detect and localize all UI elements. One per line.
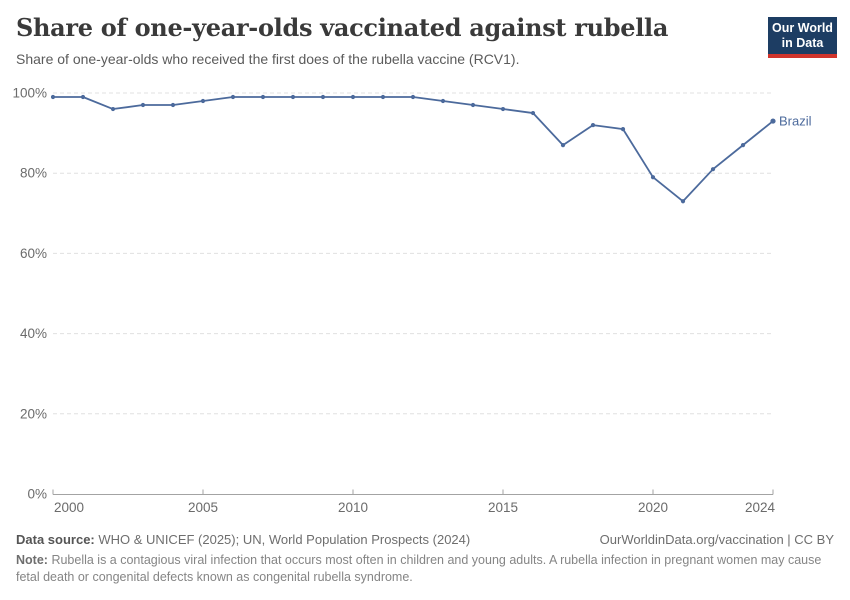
y-axis-tick-label: 0% [27,487,47,502]
data-point [170,102,176,108]
x-axis-tick-label: 2015 [488,500,518,515]
data-point [680,199,686,204]
data-source-text: WHO & UNICEF (2025); UN, World Populatio… [98,532,471,547]
data-source-label: Data source: [16,532,95,547]
data-point [590,122,596,128]
data-point [290,94,296,100]
data-point [50,94,56,100]
citation-link[interactable]: OurWorldinData.org/vaccination | CC BY [599,532,834,547]
x-axis-tick-label: 2024 [745,500,776,515]
note-label: Note: [16,553,48,567]
note-text: Rubella is a contagious viral infection … [16,553,822,584]
x-axis-tick-label: 2005 [188,500,218,515]
data-line [52,96,774,203]
data-point [200,98,206,104]
series-end-label: Brazil [779,114,812,129]
data-point [620,126,626,132]
logo-line2: in Data [781,35,824,50]
data-point [530,110,536,116]
data-point [740,143,746,148]
data-point [770,118,776,124]
data-point [140,102,146,108]
data-point [560,143,566,148]
data-point [110,106,116,112]
data-point [350,94,356,100]
data-source: Data source: WHO & UNICEF (2025); UN, Wo… [16,532,470,547]
x-axis-tick-label: 2000 [54,500,84,515]
data-point [500,106,506,112]
owid-logo[interactable]: Our World in Data [768,17,837,58]
y-axis-tick-label: 20% [20,406,47,421]
y-axis-tick-label: 60% [20,246,47,261]
x-axis-tick-label: 2020 [638,500,668,515]
chart-subtitle: Share of one-year-olds who received the … [16,50,520,67]
y-axis-tick-label: 100% [12,86,47,101]
data-point [470,102,476,108]
chart-note: Note: Rubella is a contagious viral infe… [16,552,834,586]
data-point [380,94,386,100]
page-title: Share of one-year-olds vaccinated agains… [16,13,669,42]
y-axis-tick-label: 40% [20,326,47,341]
chart-footer: Data source: WHO & UNICEF (2025); UN, Wo… [16,532,834,586]
data-point [410,94,416,100]
data-point [80,94,86,100]
chart-header: Share of one-year-olds vaccinated agains… [16,13,746,68]
data-point [650,175,656,180]
data-point [260,94,266,100]
data-point [320,94,326,100]
y-axis-tick-label: 80% [20,166,47,181]
data-point [710,167,716,172]
x-axis-tick-label: 2010 [338,500,368,515]
logo-line1: Our World [772,21,833,35]
data-point [440,98,446,104]
data-point [230,94,236,100]
